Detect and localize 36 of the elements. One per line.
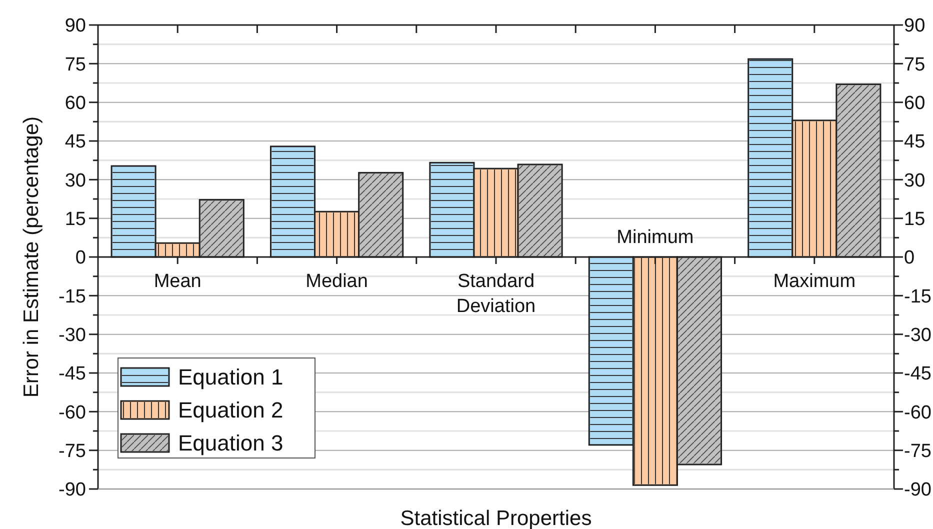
y-tick-label: 60 <box>64 92 86 114</box>
x-tick-label: Mean <box>154 271 202 292</box>
y-tick-label: -30 <box>58 324 86 346</box>
y-axis-title: Error in Estimate (percentage) <box>20 116 43 398</box>
y2-tick-label: 15 <box>904 208 926 230</box>
y2-tick-label: 30 <box>904 170 926 192</box>
x-tick-label: Median <box>306 271 368 292</box>
legend-label: Equation 2 <box>178 398 284 423</box>
x-tick-label: Minimum <box>616 227 694 248</box>
y-tick-label: -60 <box>58 402 86 424</box>
y-tick-label: 75 <box>64 54 86 76</box>
x-axis-title: Statistical Properties <box>400 507 592 529</box>
x-tick-label: Maximum <box>773 271 856 292</box>
y-tick-label: 15 <box>64 208 86 230</box>
y-tick-label: 45 <box>64 132 86 153</box>
y2-tick-label: 90 <box>904 16 926 37</box>
legend-label: Equation 3 <box>178 430 284 456</box>
y2-tick-label: 75 <box>904 54 926 76</box>
y-tick-label: 0 <box>75 248 86 269</box>
y-tick-label: -90 <box>58 480 86 501</box>
y-tick-label: -15 <box>58 286 86 308</box>
x-tick-label: Standard Deviation <box>456 271 536 317</box>
legend-label: Equation 1 <box>178 364 284 390</box>
y-tick-label: 30 <box>64 170 86 192</box>
y2-tick-label: 60 <box>904 92 926 114</box>
y2-tick-label: -60 <box>904 402 932 424</box>
y2-tick-label: -45 <box>904 364 932 385</box>
y2-tick-label: -30 <box>904 324 932 346</box>
y2-tick-label: -15 <box>904 286 932 308</box>
y2-tick-label: 45 <box>904 132 926 153</box>
y2-tick-label: -90 <box>904 480 932 501</box>
y-tick-label: -45 <box>58 364 86 385</box>
y-tick-label: 90 <box>64 16 86 37</box>
y-tick-label: -75 <box>58 440 86 462</box>
y2-tick-label: -75 <box>904 440 932 462</box>
y2-tick-label: 0 <box>904 248 915 269</box>
